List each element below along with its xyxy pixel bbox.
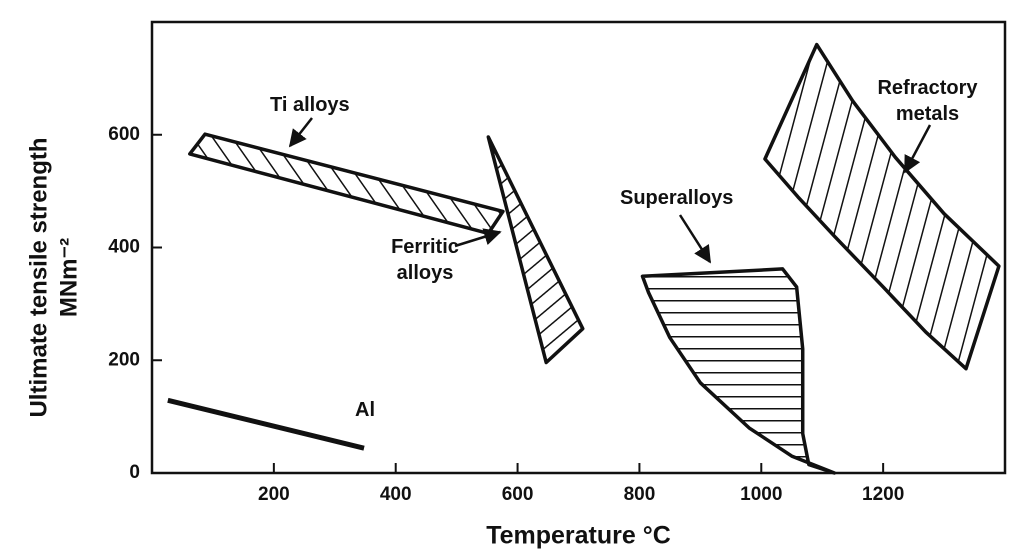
- x-tick-label: 400: [380, 484, 412, 505]
- region: [640, 267, 837, 475]
- x-tick-label: 800: [624, 484, 656, 505]
- y-tick-label: 0: [129, 462, 140, 483]
- x-tick-label: 1200: [862, 484, 904, 505]
- region-label: Al: [355, 399, 375, 421]
- y-tick-label: 200: [108, 349, 140, 370]
- y-tick-label: 600: [108, 124, 140, 145]
- region-label: Ferritic alloys: [391, 236, 459, 284]
- y-axis-title: Ultimate tensile strength: [25, 137, 52, 417]
- arrow: [678, 214, 712, 264]
- x-axis-title: Temperature °C: [486, 522, 671, 550]
- region: [763, 42, 1001, 371]
- region-label: Superalloys: [620, 187, 734, 209]
- region: [188, 132, 505, 236]
- arrow: [288, 117, 313, 148]
- line: [167, 397, 365, 451]
- x-tick-label: 200: [258, 484, 290, 505]
- region-label: Refractory metals: [877, 77, 978, 125]
- region-label: Ti alloys: [270, 94, 350, 116]
- y-axis-title: MNm⁻²: [55, 238, 82, 317]
- arrow: [454, 228, 502, 248]
- x-tick-label: 600: [502, 484, 534, 505]
- x-tick-label: 1000: [740, 484, 782, 505]
- arrow: [903, 124, 932, 174]
- region: [486, 135, 585, 365]
- y-tick-label: 400: [108, 237, 140, 258]
